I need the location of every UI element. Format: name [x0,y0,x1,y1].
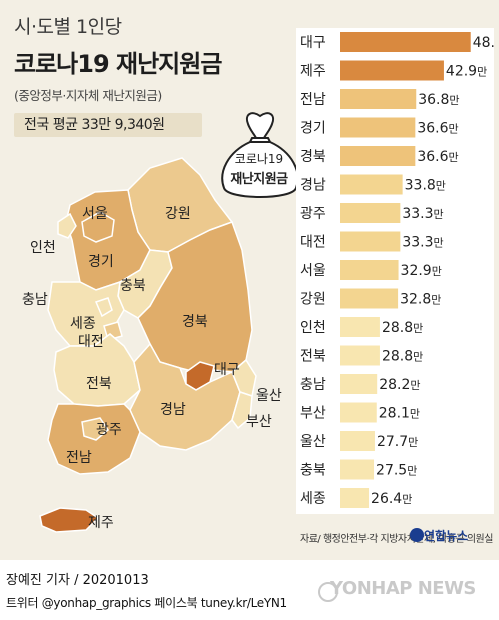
bar-category-label: 대전 [300,235,326,251]
region-gyeongbuk [137,221,253,373]
bar-value-label: 42.9만 [446,64,487,80]
bar-category-label: 부산 [300,406,326,422]
bar [340,402,377,423]
region-jeju [39,507,100,533]
map-label: 경기 [88,254,114,270]
bar-value-label: 32.9만 [401,263,442,279]
bar-category-label: 전북 [300,349,326,365]
title-line1: 시·도별 1인당 [14,16,122,38]
bar [340,459,375,480]
source-note: 자료/ 행정안전부·각 지방자치단체, 박홍근 의원실 [300,534,493,545]
map-label: 세종 [70,316,96,332]
bar-value-label: 33.3만 [402,206,443,222]
bar-series: 대구48.8만원제주42.9만전남36.8만경기36.6만경북36.6만경남33… [300,32,494,508]
bar-category-label: 경북 [300,149,326,165]
bar [340,32,471,52]
national-average-label: 전국 평균 [24,117,78,133]
map-label: 충북 [120,278,146,294]
yonhap-logo-icon [410,528,424,542]
bar-value-label: 26.4만 [371,491,412,507]
bar-category-label: 인천 [300,320,326,336]
bar-value-label: 28.8만 [382,320,423,336]
bar-value-label: 27.5만 [376,463,417,479]
map-label: 전남 [66,450,92,466]
bar-category-label: 강원 [300,292,326,308]
watermark-icon [318,582,338,602]
bar-value-label: 48.8만원 [473,35,494,51]
map-label: 제주 [88,515,114,531]
bar [340,174,403,195]
map-label: 경남 [160,402,186,418]
map-label: 울산 [256,388,282,404]
bar [340,288,399,309]
infographic-card: 시·도별 1인당 코로나19 재난지원금 (중앙정부·지자체 재난지원금) 전국… [0,0,499,560]
bar-category-label: 충북 [300,463,326,479]
bar [340,488,370,508]
bar-value-label: 28.1만 [379,406,420,422]
bar-category-label: 광주 [300,206,326,222]
map-label: 충남 [22,292,48,308]
bar [340,203,401,223]
national-average-value: 33만 9,340원 [81,117,165,133]
bar-value-label: 36.8만 [418,92,459,108]
map-label: 강원 [165,206,191,222]
bar [340,60,444,81]
bar-category-label: 전남 [300,92,326,108]
bar [340,260,399,280]
page-title: 코로나19 재난지원금 [14,50,222,78]
map-regions [39,157,257,533]
credit-social: 트위터 @yonhap_graphics 페이스북 tuney.kr/LeYN1 [6,596,287,610]
bar-category-label: 울산 [300,434,326,450]
watermark-text: YONHAP NEWS [330,578,476,599]
region-busan [231,391,253,430]
bar-value-label: 27.7만 [377,434,418,450]
map-label: 부산 [246,414,272,430]
map-label: 서울 [82,206,108,222]
bar [340,89,417,109]
bar-category-label: 경남 [300,178,326,194]
bar [340,231,401,252]
map-label: 인천 [30,240,56,256]
bar-value-label: 36.6만 [417,149,458,165]
bag-label-line2: 재난지원금 [230,172,288,187]
bar-value-label: 28.2만 [379,377,420,393]
subtitle: (중앙정부·지자체 재난지원금) [14,88,162,103]
credit-reporter: 장예진 기자 / 20201013 [6,573,149,588]
bar-category-label: 경기 [300,121,326,137]
region-incheon [57,212,77,239]
bar-value-label: 33.8만 [405,178,446,194]
map-label: 경북 [182,314,208,330]
bar [340,117,416,138]
region-sejong [94,297,113,318]
bar-chart: 대구48.8만원제주42.9만전남36.8만경기36.6만경북36.6만경남33… [300,32,494,508]
bar-value-label: 28.8만 [382,349,423,365]
region-gwangju [81,417,109,441]
bar [340,146,416,166]
map-label: 대전 [78,334,104,350]
bar [340,431,375,451]
bar-value-label: 36.6만 [417,121,458,137]
yonhap-logo-text: 연합뉴스 [424,529,469,543]
money-bag-icon [221,112,299,198]
region-seoul [81,211,115,243]
bar-category-label: 서울 [300,263,326,279]
bar-value-label: 32.8만 [400,292,441,308]
bag-label-line1: 코로나19 [234,152,284,166]
map-label: 광주 [96,422,122,438]
bar-category-label: 대구 [300,35,326,51]
map-label: 전북 [86,376,112,392]
bar [340,317,380,337]
bar-category-label: 세종 [300,491,326,507]
bar [340,345,380,366]
region-ulsan [231,358,257,397]
map-label: 대구 [214,362,240,378]
bar-category-label: 제주 [300,64,326,80]
bar [340,374,378,394]
bar-value-label: 33.3만 [402,235,443,251]
national-average-box: 전국 평균 33만 9,340원 [14,113,202,137]
bar-category-label: 충남 [300,377,326,393]
